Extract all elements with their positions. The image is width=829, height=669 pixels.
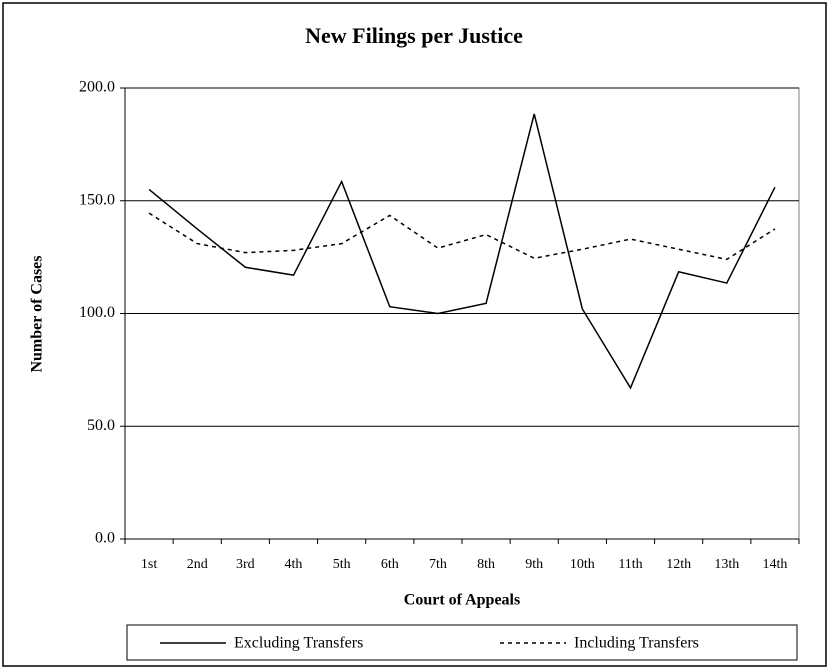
x-tick-label: 7th	[429, 557, 447, 572]
x-tick-label: 12th	[666, 557, 691, 572]
x-tick-label: 11th	[618, 557, 642, 572]
legend-label: Including Transfers	[574, 635, 699, 652]
x-axis-label: Court of Appeals	[404, 592, 520, 609]
y-tick-label: 50.0	[87, 417, 115, 434]
x-tick-label: 3rd	[236, 557, 255, 572]
series-line	[148, 212, 776, 261]
y-tick-label: 150.0	[79, 191, 115, 208]
y-tick-label: 100.0	[79, 304, 115, 321]
x-tick-label: 14th	[762, 557, 787, 572]
x-tick-label: 10th	[570, 557, 595, 572]
y-tick-label: 0.0	[95, 530, 115, 547]
x-tick-label: 4th	[285, 557, 303, 572]
y-tick-label: 200.0	[79, 79, 115, 96]
legend-box	[126, 624, 798, 661]
chart-title: New Filings per Justice	[305, 23, 523, 48]
x-tick-label: 6th	[381, 557, 399, 572]
x-tick-label: 13th	[714, 557, 739, 572]
x-tick-label: 1st	[141, 557, 157, 572]
y-axis-label: Number of Cases	[29, 255, 46, 372]
x-tick-label: 5th	[333, 557, 351, 572]
x-tick-label: 2nd	[187, 557, 208, 572]
x-tick-label: 9th	[525, 557, 543, 572]
series-line	[148, 113, 776, 390]
x-tick-label: 8th	[477, 557, 495, 572]
legend-label: Excluding Transfers	[234, 635, 363, 652]
